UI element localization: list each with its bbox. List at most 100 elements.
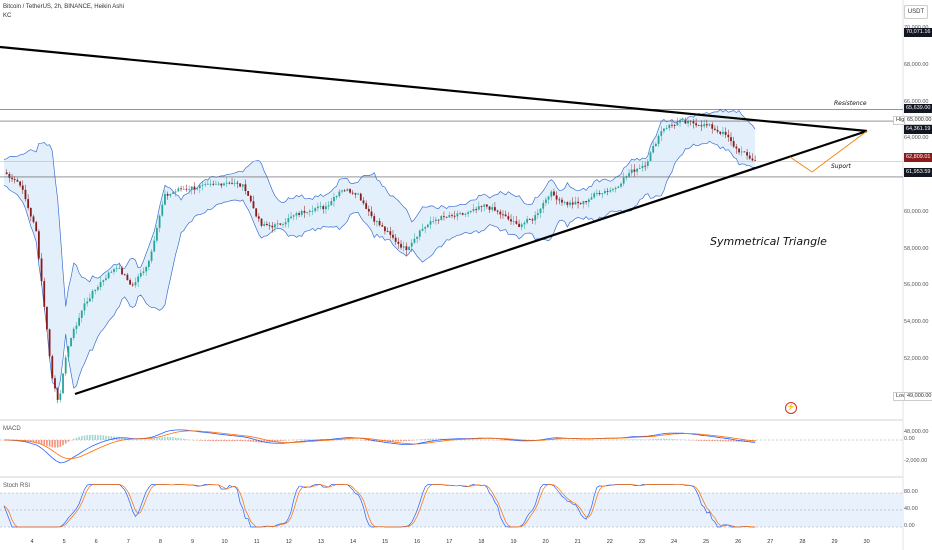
macd-histogram-bar [207,440,209,441]
tag-high-value: 65,000.00 [904,116,932,125]
candle-body [89,298,91,301]
macd-histogram-bar [301,439,303,440]
macd-histogram-bar [312,439,314,440]
candle-body [194,187,196,189]
candle-body [293,215,295,216]
date-label: 29 [831,539,837,545]
macd-histogram-bar [148,439,150,440]
candle-body [467,212,469,214]
candle-body [674,125,676,126]
candle-body [725,132,727,135]
candle-body [159,216,161,228]
candle-body [51,356,53,378]
candle-body [11,178,13,179]
pattern-label[interactable]: Symmetrical Triangle [710,235,827,248]
macd-histogram-bar [668,439,670,440]
macd-histogram-bar [220,440,222,441]
candle-body [518,224,520,227]
macd-histogram-bar [202,440,204,441]
resistance-label[interactable]: Resistence [834,100,867,107]
macd-histogram-bar [151,439,153,440]
candle-body [228,183,230,184]
date-label: 15 [382,539,388,545]
candle-body [202,185,204,186]
candle-body [62,374,64,394]
currency-button[interactable]: USDT [904,5,928,19]
tag-current: 62,809.01 [904,153,932,162]
candle-body [534,215,536,220]
candle-body [515,221,517,224]
symbol-title[interactable]: Bitcoin / TetherUS, 2h, BINANCE, Heikin … [3,3,124,11]
candle-body [35,222,37,231]
stoch-rsi-title[interactable]: Stoch RSI [3,483,30,489]
candle-body [489,207,491,210]
candle-body [236,183,238,184]
support-label[interactable]: Suport [831,163,851,170]
candle-body [46,307,48,330]
candle-body [161,205,163,216]
candle-body [188,189,190,190]
candle-body [432,221,434,222]
candle-body [116,268,118,269]
candle-body [668,125,670,128]
candle-body [454,216,456,217]
upper-trendline [0,47,867,131]
candle-body [448,215,450,217]
candle-body [695,123,697,125]
candle-body [183,189,185,190]
tag-kc-upper: 64,361.19 [904,125,932,134]
macd-histogram-bar [296,439,298,440]
candle-body [553,192,555,196]
candle-body [129,280,131,284]
macd-histogram-bar [430,439,432,440]
candle-body [744,152,746,153]
candle-body [456,213,458,216]
date-label: 11 [254,539,260,545]
candle-body [483,205,485,207]
candle-body [542,203,544,209]
tag-resistance: 65,639.00 [904,104,932,113]
candle-body [475,209,477,210]
candle-body [255,208,257,216]
candle-body [599,193,601,194]
candle-body [639,168,641,169]
candle-body [481,206,483,207]
candle-body [752,159,754,161]
macd-title[interactable]: MACD [3,426,21,432]
date-label: 27 [767,539,773,545]
macd-histogram-bar [102,435,104,440]
candle-body [108,273,110,279]
candle-body [175,191,177,192]
candle-body [320,206,322,207]
candle-body [416,237,418,239]
indicator-label[interactable]: KC [3,12,11,20]
date-label: 6 [95,539,98,545]
macd-histogram-bar [650,439,652,440]
date-label: 5 [63,539,66,545]
candle-body [497,211,499,212]
macd-axis-label: -2,000.00 [904,458,927,464]
candle-body [336,196,338,197]
candle-body [749,156,751,159]
candle-body [153,241,155,252]
lightning-icon[interactable]: ⚡ [785,402,797,414]
macd-histogram-bar [247,440,249,441]
date-label: 12 [286,539,292,545]
macd-histogram-bar [626,439,628,440]
candle-body [650,152,652,161]
macd-histogram-bar [282,440,284,441]
candle-body [143,271,145,273]
macd-histogram-bar [398,440,400,441]
candle-body [325,206,327,209]
candle-body [346,189,348,191]
date-label: 20 [543,539,549,545]
candle-body [397,242,399,244]
candle-body [207,184,209,185]
macd-histogram-bar [435,439,437,440]
candle-body [738,149,740,153]
macd-histogram-bar [365,440,367,441]
macd-histogram-bar [245,440,247,441]
macd-histogram-bar [204,440,206,441]
